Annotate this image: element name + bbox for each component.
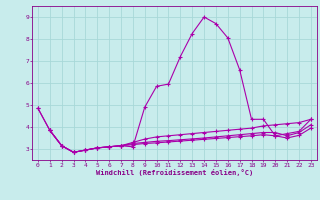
X-axis label: Windchill (Refroidissement éolien,°C): Windchill (Refroidissement éolien,°C) xyxy=(96,169,253,176)
